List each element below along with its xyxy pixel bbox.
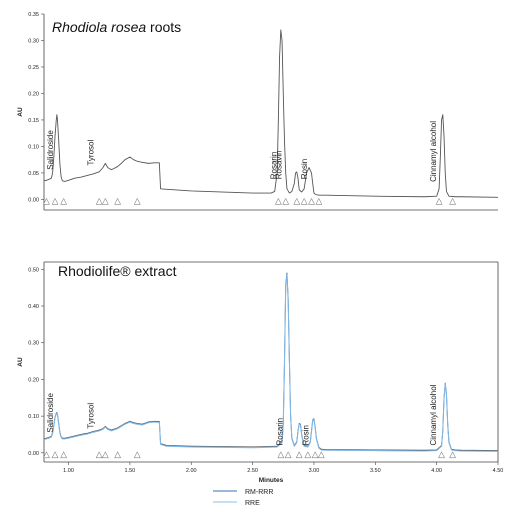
y-tick-label-bottom: 0.50 xyxy=(28,267,39,273)
peak-label-top: Rosavin xyxy=(274,150,283,179)
integration-marker-bottom xyxy=(114,451,122,459)
axes-top: 0.00 0.05 0.10 0.15 0.20 0.25 0.30 0.35 AU xyxy=(17,12,498,211)
integration-marker-bottom xyxy=(317,451,325,459)
peak-label-top: Salidroside xyxy=(46,130,55,170)
integration-marker-bottom xyxy=(304,451,312,459)
x-tick-label-bottom: 3.50 xyxy=(370,468,381,474)
chart-top-rhodiola-roots: Rhodiola rosea roots 0.00 0.05 0.10 0.15 0.2… xyxy=(17,12,499,211)
series-line-bottom-rre xyxy=(43,274,499,452)
integration-marker-top xyxy=(449,197,457,205)
chart-title-top-italic: Rhodiola rosea xyxy=(52,19,146,35)
peak-label-bottom: Tyrosol xyxy=(87,403,96,429)
integration-marker-bottom xyxy=(284,451,292,459)
y-tick-label-bottom: 0.40 xyxy=(28,304,39,310)
chart-title-top: Rhodiola rosea roots xyxy=(52,19,181,35)
y-tick-label-bottom: 0.30 xyxy=(28,341,39,347)
integration-marker-bottom xyxy=(51,451,59,459)
integration-marker-bottom xyxy=(277,451,285,459)
integration-marker-top xyxy=(274,197,282,205)
integration-marker-bottom xyxy=(43,451,50,459)
series-group-bottom xyxy=(43,272,499,459)
y-axis-label-bottom: AU xyxy=(17,357,24,367)
y-tick-label-top: 0.00 xyxy=(28,197,39,203)
y-tick-label-top: 0.35 xyxy=(28,12,39,18)
y-tick-label-top: 0.10 xyxy=(28,144,39,150)
peak-label-bottom: Salidroside xyxy=(46,393,55,433)
integration-marker-bottom xyxy=(60,451,68,459)
integration-marker-top xyxy=(114,197,122,205)
peak-label-top: Cinnamyl alcohol xyxy=(429,121,438,182)
integration-marker-top xyxy=(293,197,301,205)
integration-marker-top xyxy=(133,197,141,205)
integration-marker-bottom xyxy=(295,451,303,459)
peak-labels-bottom: Salidroside Tyrosol Rosarin Rosin Cinnamyl a… xyxy=(46,384,438,445)
integration-marker-top xyxy=(315,197,323,205)
x-tick-label-bottom: 2.00 xyxy=(186,468,197,474)
chart-title-bottom: Rhodiolife® extract xyxy=(58,263,177,279)
integration-marker-top xyxy=(101,197,109,205)
x-tick-label-bottom: 4.50 xyxy=(493,468,504,474)
chart-bottom-rhodiolife-extract: Rhodiolife® extract 0.00 0.10 0.20 0.30 0.40… xyxy=(17,261,504,507)
peak-label-top: Rosin xyxy=(300,159,309,179)
chart-title-top-rest: roots xyxy=(146,19,181,35)
integration-marker-bottom xyxy=(438,451,445,459)
integration-marker-top xyxy=(95,197,103,205)
integration-marker-bottom xyxy=(95,451,103,459)
integration-marker-top xyxy=(43,197,50,205)
series-group-top xyxy=(43,29,499,205)
x-axis-label-bottom: Minutes xyxy=(259,477,284,484)
y-axis-label-top: AU xyxy=(17,107,24,117)
integration-marker-top xyxy=(435,197,443,205)
peak-label-bottom: Rosarin xyxy=(276,418,285,446)
y-tick-label-top: 0.25 xyxy=(28,65,39,71)
integration-marker-top xyxy=(282,197,290,205)
peak-label-bottom: Cinnamyl alcohol xyxy=(429,384,438,445)
y-tick-label-bottom: 0.10 xyxy=(28,414,39,420)
x-tick-label-bottom: 1.50 xyxy=(125,468,136,474)
y-tick-label-bottom: 0.00 xyxy=(28,451,39,457)
integration-marker-bottom xyxy=(311,451,319,459)
y-tick-label-top: 0.15 xyxy=(28,118,39,124)
integration-marker-top xyxy=(51,197,59,205)
integration-marker-bottom xyxy=(101,451,109,459)
peak-label-top: Tyrosol xyxy=(87,139,96,165)
x-tick-label-bottom: 3.00 xyxy=(309,468,320,474)
peak-label-bottom: Rosin xyxy=(301,425,310,445)
y-tick-label-top: 0.20 xyxy=(28,91,39,97)
integration-marker-top xyxy=(60,197,68,205)
integration-marker-bottom xyxy=(133,451,141,459)
integration-marker-top xyxy=(300,197,308,205)
y-tick-label-top: 0.30 xyxy=(28,38,39,44)
axes-bottom: 0.00 0.10 0.20 0.30 0.40 0.50 AU 1.00 1.50 2.00 2.… xyxy=(17,261,504,484)
y-tick-label-bottom: 0.20 xyxy=(28,377,39,383)
legend-label-rre: RRE xyxy=(245,500,260,507)
x-tick-label-bottom: 1.00 xyxy=(63,468,74,474)
integration-marker-top xyxy=(308,197,315,205)
series-line-top-trace xyxy=(43,29,499,198)
peak-label-top: Rosarin xyxy=(270,152,279,180)
legend-label-rm-rrr: RM-RRR xyxy=(245,489,273,496)
y-tick-label-top: 0.05 xyxy=(28,171,39,177)
x-tick-label-bottom: 2.50 xyxy=(247,468,258,474)
legend: RM-RRR RRE xyxy=(213,489,273,507)
x-tick-label-bottom: 4.00 xyxy=(431,468,442,474)
integration-marker-bottom xyxy=(449,451,457,459)
